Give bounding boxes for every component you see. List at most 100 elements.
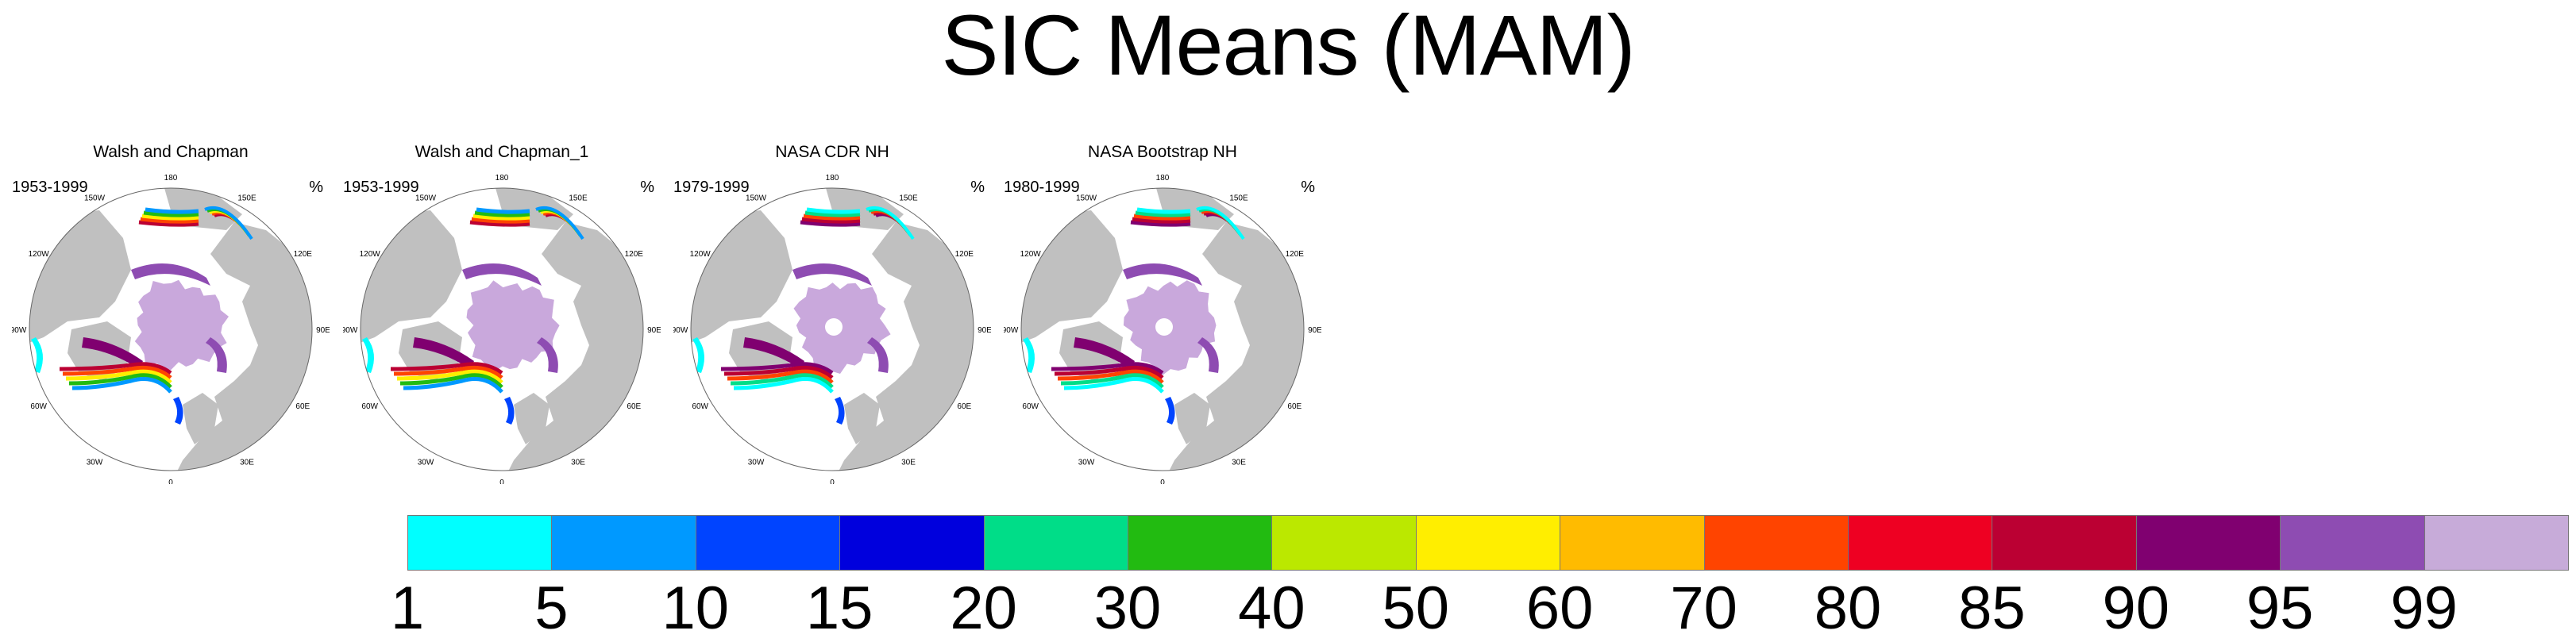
longitude-label: 150W xyxy=(746,194,767,203)
ice-edge-contour xyxy=(59,362,172,375)
longitude-label: 60E xyxy=(295,402,310,411)
ice-edge-band xyxy=(692,337,704,373)
longitude-label: 0 xyxy=(1160,479,1165,484)
period-label: 1980-1999 xyxy=(1004,179,1080,196)
ice-edge-band xyxy=(1197,337,1219,373)
colorbar-box xyxy=(1415,515,1561,571)
colorbar-tick-label: 15 xyxy=(805,575,873,642)
colorbar-box xyxy=(2424,515,2569,571)
ice-edge-contour xyxy=(141,213,199,221)
longitude-label: 60E xyxy=(1287,402,1301,411)
ice-edge-band xyxy=(206,337,227,373)
longitude-label: 90W xyxy=(12,326,27,335)
ice-edge-contour xyxy=(1135,210,1191,217)
scandinavia-land xyxy=(183,393,218,444)
longitude-label: 0 xyxy=(168,479,173,484)
colorbar-box xyxy=(551,515,696,571)
longitude-label: 90W xyxy=(343,326,358,335)
map-panel: Walsh and Chapman_1 180 150E 120E 90E 60E 30E 0… xyxy=(343,143,661,492)
ice-edge-contour xyxy=(801,217,861,224)
scandinavia-land xyxy=(514,393,550,444)
unit-label: % xyxy=(640,179,654,196)
ice-edge-contour xyxy=(68,373,172,389)
longitude-label: 30W xyxy=(418,458,434,467)
ice-edge-contour xyxy=(393,365,503,379)
longitude-label: 120E xyxy=(1286,250,1305,259)
ice-edge-contour xyxy=(803,213,861,221)
colorbar-tick-label: 99 xyxy=(2390,575,2458,642)
ice-edge-contour xyxy=(1136,207,1191,214)
sea-ice-core xyxy=(134,279,229,371)
map-boundary xyxy=(29,187,313,471)
longitude-label: 60E xyxy=(957,402,971,411)
ice-edge-band xyxy=(743,337,804,369)
map-boundary xyxy=(690,187,974,471)
ice-edge-contour xyxy=(804,210,861,217)
longitude-label: 180 xyxy=(826,174,839,183)
ice-edge-contour xyxy=(1063,377,1164,394)
ice-edge-band xyxy=(131,263,210,286)
ice-edge-contour xyxy=(62,365,172,379)
map-boundary xyxy=(1020,187,1305,471)
colorbar-box xyxy=(983,515,1128,571)
colorbar-tick-label: 30 xyxy=(1093,575,1162,642)
panel-title: NASA CDR NH xyxy=(775,143,889,161)
ice-edge-contour xyxy=(143,210,199,217)
longitude-label: 150W xyxy=(1076,194,1097,203)
longitude-label: 120W xyxy=(360,250,381,259)
ice-edge-contour xyxy=(71,377,172,394)
colorbar-box xyxy=(1560,515,1705,571)
ice-edge-contour xyxy=(403,377,503,394)
scandinavia-land xyxy=(844,393,880,444)
ice-edge-band xyxy=(82,337,143,369)
longitude-label: 90W xyxy=(1004,326,1019,335)
longitude-label: 120W xyxy=(1020,250,1042,259)
longitude-label: 30W xyxy=(87,458,103,467)
period-label: 1953-1999 xyxy=(12,179,88,196)
colorbar-box xyxy=(1271,515,1417,571)
ice-edge-contour xyxy=(800,220,861,227)
colorbar-tick-label: 60 xyxy=(1525,575,1594,642)
colorbar-tick-label: 10 xyxy=(661,575,730,642)
longitude-label: 60E xyxy=(627,402,641,411)
ice-edge-band xyxy=(31,337,43,373)
ice-edge-contour xyxy=(469,220,530,227)
period-label: 1979-1999 xyxy=(673,179,750,196)
figure-title: SIC Means (MAM) xyxy=(941,0,1635,93)
longitude-label: 150W xyxy=(415,194,437,203)
colorbar-box xyxy=(1703,515,1849,571)
longitude-label: 120E xyxy=(955,250,974,259)
ice-edge-contour xyxy=(1060,373,1164,389)
ice-edge-band xyxy=(413,337,474,369)
ice-edge-contour xyxy=(1132,217,1191,224)
map-panel: Walsh and Chapman 180 150E 120E 90E 60E 30E 0 30… xyxy=(12,143,330,492)
unit-label: % xyxy=(1301,179,1315,196)
ice-edge-contour xyxy=(476,207,530,214)
longitude-label: 150E xyxy=(569,194,588,203)
longitude-label: 120W xyxy=(29,250,50,259)
longitude-label: 150W xyxy=(84,194,106,203)
colorbar-box xyxy=(1848,515,1993,571)
ice-edge-contour xyxy=(399,373,503,389)
longitude-label: 90W xyxy=(673,326,688,335)
longitude-label: 30E xyxy=(901,458,916,467)
panel-title: NASA Bootstrap NH xyxy=(1088,143,1237,161)
longitude-label: 30W xyxy=(1078,458,1095,467)
unit-label: % xyxy=(970,179,985,196)
ice-edge-contour xyxy=(471,217,530,224)
colorbar-tick-label: 5 xyxy=(534,575,569,642)
pole-hole xyxy=(1155,318,1173,336)
ice-edge-band xyxy=(362,337,374,373)
ice-edge-contour xyxy=(720,362,834,375)
longitude-label: 180 xyxy=(1156,174,1170,183)
colorbar-tick-label: 1 xyxy=(390,575,425,642)
longitude-label: 120E xyxy=(294,250,313,259)
ice-edge-contour xyxy=(806,207,861,214)
longitude-label: 0 xyxy=(830,479,835,484)
longitude-label: 90E xyxy=(1308,326,1321,335)
scandinavia-land xyxy=(1174,393,1210,444)
longitude-label: 180 xyxy=(164,174,178,183)
colorbar-box xyxy=(839,515,985,571)
longitude-label: 60W xyxy=(692,402,708,411)
pole-hole xyxy=(825,318,843,336)
